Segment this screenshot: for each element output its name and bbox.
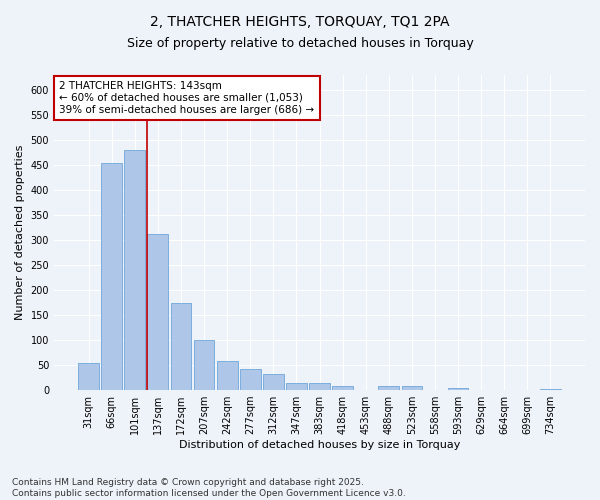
X-axis label: Distribution of detached houses by size in Torquay: Distribution of detached houses by size … bbox=[179, 440, 460, 450]
Text: Size of property relative to detached houses in Torquay: Size of property relative to detached ho… bbox=[127, 38, 473, 51]
Bar bbox=[124, 150, 145, 390]
Bar bbox=[240, 369, 260, 390]
Text: 2 THATCHER HEIGHTS: 143sqm
← 60% of detached houses are smaller (1,053)
39% of s: 2 THATCHER HEIGHTS: 143sqm ← 60% of deta… bbox=[59, 82, 314, 114]
Bar bbox=[170, 302, 191, 390]
Bar bbox=[217, 361, 238, 390]
Bar bbox=[286, 382, 307, 390]
Bar bbox=[401, 386, 422, 390]
Y-axis label: Number of detached properties: Number of detached properties bbox=[15, 145, 25, 320]
Bar bbox=[448, 388, 469, 390]
Bar bbox=[148, 234, 168, 390]
Bar bbox=[379, 386, 399, 390]
Bar bbox=[194, 340, 214, 390]
Text: 2, THATCHER HEIGHTS, TORQUAY, TQ1 2PA: 2, THATCHER HEIGHTS, TORQUAY, TQ1 2PA bbox=[150, 15, 450, 29]
Bar bbox=[78, 362, 99, 390]
Text: Contains HM Land Registry data © Crown copyright and database right 2025.
Contai: Contains HM Land Registry data © Crown c… bbox=[12, 478, 406, 498]
Bar bbox=[332, 386, 353, 390]
Bar bbox=[263, 374, 284, 390]
Bar bbox=[309, 382, 330, 390]
Bar bbox=[101, 162, 122, 390]
Bar bbox=[540, 389, 561, 390]
